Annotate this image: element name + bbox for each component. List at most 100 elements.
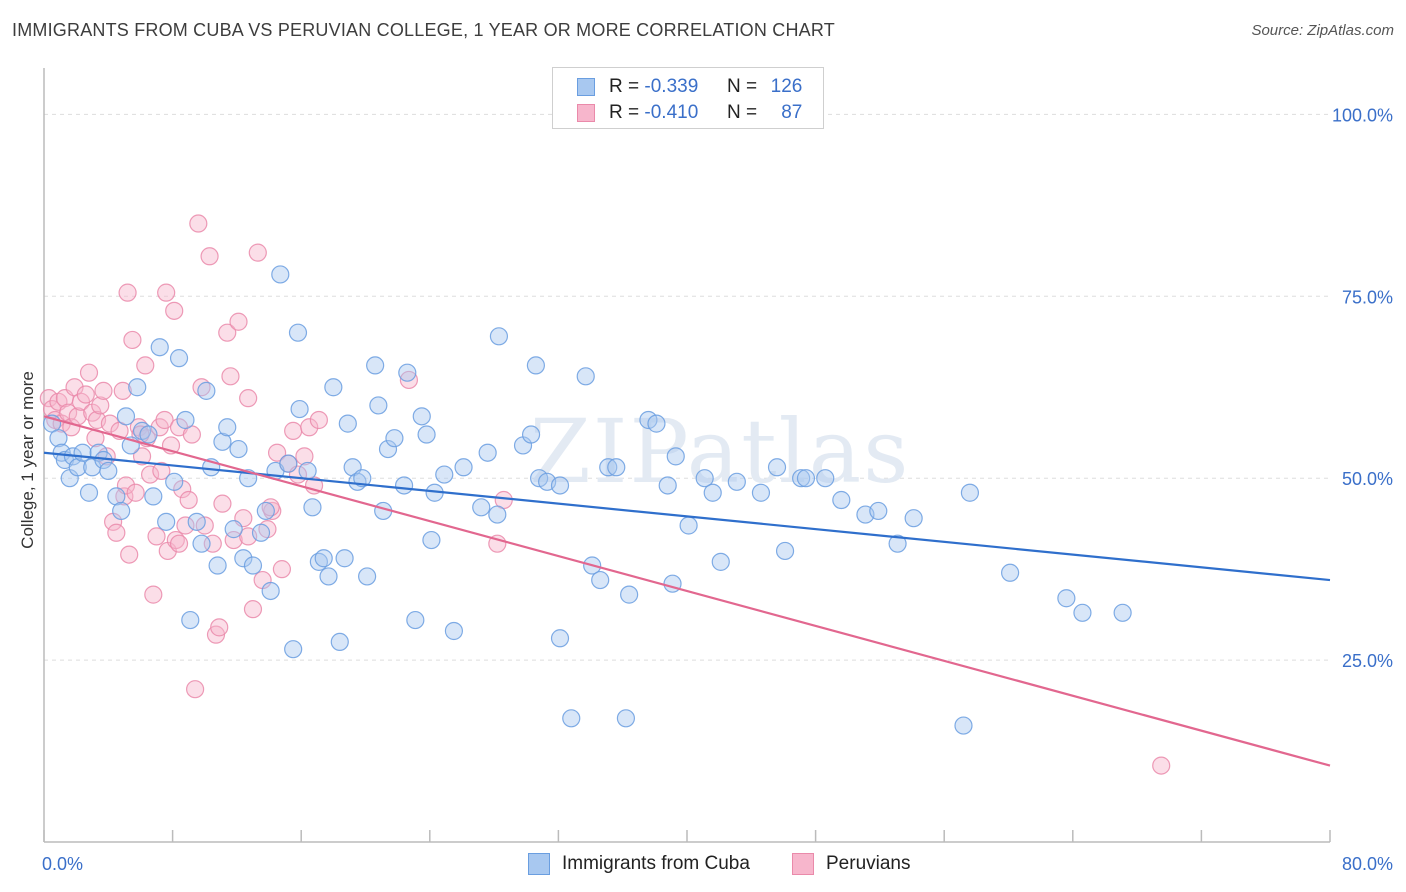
peru-point	[165, 301, 184, 320]
peru-point	[136, 356, 155, 375]
peru-point	[120, 545, 139, 564]
cuba-point	[904, 509, 923, 528]
cuba-point	[187, 512, 206, 531]
cuba-point	[435, 465, 454, 484]
peru-swatch	[577, 104, 595, 122]
cuba-point	[369, 396, 388, 415]
cuba-point	[775, 541, 795, 561]
peru-point	[272, 560, 292, 579]
cuba-point	[658, 476, 677, 495]
peru-point	[155, 410, 174, 430]
legend-row-peru: R = -0.410 N = 87	[577, 101, 802, 125]
peru-point	[200, 247, 219, 266]
source-label: Source: ZipAtlas.com	[1251, 22, 1394, 39]
peru-point	[186, 680, 205, 699]
cuba-point	[1113, 603, 1132, 622]
cuba-point	[727, 472, 746, 491]
cuba-point	[358, 567, 377, 586]
peru-point	[169, 534, 189, 553]
peru-swatch	[792, 853, 814, 875]
cuba-point	[261, 581, 280, 601]
peru-point	[144, 585, 163, 604]
correlation-legend: R = -0.339 N = 126 R = -0.410 N = 87	[552, 67, 824, 129]
cuba-point	[666, 447, 685, 466]
cuba-point	[314, 549, 333, 568]
peru-point	[221, 367, 240, 386]
y-tick-label: 75.0%	[1342, 287, 1393, 307]
cuba-point	[616, 709, 636, 728]
peru-point	[157, 283, 176, 302]
cuba-point	[112, 501, 131, 521]
peru-point	[113, 381, 132, 400]
cuba-point	[169, 349, 189, 368]
cuba-point	[256, 501, 275, 521]
cuba-point	[607, 458, 626, 477]
x-tick-label: 0.0%	[42, 854, 83, 874]
cuba-point	[79, 483, 99, 502]
peru-point	[123, 330, 142, 350]
cuba-point	[192, 534, 211, 553]
cuba-point	[366, 356, 385, 375]
cuba-point	[489, 327, 509, 346]
cuba-point	[290, 399, 309, 419]
peru-point	[140, 465, 160, 484]
cuba-point	[647, 414, 666, 433]
peru-point	[126, 483, 145, 502]
cuba-point	[422, 530, 441, 550]
peru-point	[59, 403, 78, 422]
cuba-point	[165, 472, 184, 491]
peru-point	[243, 600, 263, 619]
peru-point	[94, 381, 113, 400]
cuba-point	[816, 469, 835, 488]
legend-label-peru: Peruvians	[826, 853, 911, 874]
peru-point	[39, 389, 58, 408]
cuba-point	[406, 610, 425, 630]
peru-point	[229, 312, 248, 331]
cuba-point	[620, 585, 639, 604]
cuba-point	[526, 356, 545, 375]
cuba-point	[550, 629, 570, 648]
legend-item-cuba: Immigrants from Cuba	[528, 852, 750, 876]
peru-point	[76, 385, 95, 404]
cuba-point	[1057, 589, 1076, 608]
peru-point	[300, 418, 319, 437]
cuba-point	[49, 429, 68, 448]
n-value: 126	[770, 76, 803, 97]
chart-title: IMMIGRANTS FROM CUBA VS PERUVIAN COLLEGE…	[12, 20, 835, 40]
peru-trend-line	[43, 415, 1331, 767]
peru-point	[176, 516, 195, 535]
cuba-point	[73, 443, 92, 462]
peru-point	[295, 447, 314, 466]
cuba-point	[335, 549, 354, 568]
cuba-point	[139, 425, 158, 444]
peru-point	[399, 370, 419, 390]
cuba-point	[378, 439, 398, 459]
peru-point	[239, 389, 258, 408]
peru-point	[218, 323, 237, 342]
axes	[43, 68, 1331, 843]
n-label: N =	[726, 102, 758, 123]
cuba-point	[234, 549, 253, 568]
cuba-point	[394, 476, 414, 495]
cuba-point	[298, 461, 317, 481]
cuba-point	[398, 363, 417, 382]
trend-lines	[43, 415, 1331, 767]
peru-point	[224, 530, 243, 550]
cuba-point	[521, 425, 541, 444]
r-label: R =	[609, 102, 640, 123]
cuba-point	[796, 469, 816, 488]
y-tick-label: 100.0%	[1332, 105, 1393, 125]
cuba-point	[213, 432, 232, 451]
cuba-point	[330, 632, 349, 652]
cuba-point	[954, 716, 973, 735]
cuba-point	[767, 458, 787, 477]
cuba-point	[319, 567, 338, 586]
cuba-point	[751, 483, 771, 502]
peru-point	[1152, 756, 1171, 775]
cuba-point	[711, 552, 730, 571]
peru-point	[179, 490, 198, 510]
n-value: 87	[781, 102, 803, 123]
cuba-point	[792, 469, 811, 488]
cuba-point	[229, 439, 248, 459]
